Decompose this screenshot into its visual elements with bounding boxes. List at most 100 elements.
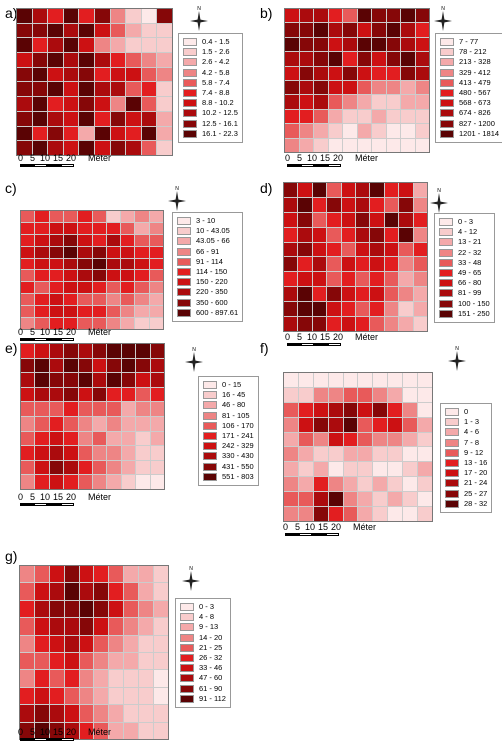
grid-cell	[327, 227, 341, 242]
panel-label: g)	[5, 548, 18, 564]
grid-cell	[328, 477, 343, 492]
legend-item: 4 - 12	[439, 227, 490, 237]
grid-cell	[139, 566, 154, 583]
grid-cell	[110, 111, 126, 126]
grid-cell	[399, 287, 413, 302]
legend-item: 0 - 3	[180, 602, 226, 612]
grid-cell	[341, 197, 355, 212]
grid-cell	[49, 566, 64, 583]
grid-cell	[35, 234, 49, 246]
panel-label: a)	[5, 5, 18, 21]
legend-label: 350 - 600	[196, 297, 228, 307]
grid-cell	[135, 258, 149, 270]
grid-cell	[403, 417, 418, 432]
legend-swatch	[177, 268, 191, 277]
grid-cell	[135, 211, 149, 222]
grid-cell	[328, 432, 343, 447]
grid-cell	[95, 97, 110, 111]
grid-cell	[107, 417, 121, 431]
grid-cell	[312, 317, 327, 331]
legend-item: 0.4 - 1.5	[183, 37, 238, 47]
grid-cell	[384, 183, 399, 197]
grid-cell	[21, 460, 35, 475]
legend-item: 151 - 250	[439, 309, 490, 319]
grid-cell	[121, 246, 135, 258]
grid-cell	[157, 23, 172, 38]
grid-cell	[136, 387, 150, 402]
grid-cell	[399, 302, 413, 317]
grid-cell	[64, 600, 79, 618]
legend-swatch	[445, 418, 459, 427]
grid-cell	[154, 583, 168, 600]
grid-cell	[284, 257, 298, 272]
grid-cell	[343, 417, 358, 432]
grid-cell	[415, 23, 429, 37]
legend-label: 0 - 15	[222, 380, 242, 390]
grid-cell	[284, 212, 298, 227]
grid-cell	[78, 446, 92, 460]
grid-cell	[48, 53, 63, 67]
grid-cell	[328, 417, 343, 432]
grid-cell	[49, 600, 64, 618]
legend-item: 33 - 46	[180, 663, 226, 673]
scale-tick-label: 15	[320, 153, 331, 163]
legend-swatch	[445, 428, 459, 437]
grid-cell	[106, 234, 121, 246]
scale-bar-graphic	[20, 503, 74, 506]
grid-cell	[328, 402, 343, 417]
legend-item: 12.5 - 16.1	[183, 119, 238, 129]
grid-cell	[78, 222, 92, 234]
grid-cell	[21, 446, 35, 460]
legend-swatch	[445, 479, 459, 488]
legend-label: 81 - 105	[222, 410, 250, 420]
grid-cell	[63, 294, 78, 306]
grid-cell	[418, 373, 432, 387]
grid-cell	[357, 37, 371, 52]
grid-cell	[149, 294, 163, 306]
grid-cell	[35, 211, 49, 222]
grid-cell	[92, 475, 107, 489]
legend-item: 171 - 241	[203, 431, 254, 441]
legend-swatch	[203, 452, 217, 461]
grid-cell	[314, 109, 328, 124]
grid-cell	[64, 705, 79, 722]
grid-cell	[149, 222, 163, 234]
grid-cell	[298, 183, 312, 197]
grid-cell	[110, 38, 126, 53]
svg-text:N: N	[455, 346, 459, 352]
grid-cell	[92, 417, 107, 431]
grid-cell	[285, 138, 299, 152]
grid-cell	[35, 282, 49, 294]
grid-cell	[106, 258, 121, 270]
grid-cell	[358, 387, 373, 402]
grid-cell	[327, 212, 341, 227]
grid-cell	[314, 124, 328, 138]
grid-cell	[343, 138, 357, 152]
grid-cell	[95, 111, 110, 126]
grid-cell	[384, 317, 399, 331]
legend-swatch	[440, 99, 454, 108]
grid-cell	[124, 583, 139, 600]
legend-label: 21 - 24	[464, 478, 488, 488]
grid-cell	[124, 670, 139, 687]
legend-swatch	[440, 78, 454, 87]
legend-label: 100 - 150	[458, 298, 490, 308]
grid-cell	[35, 431, 49, 446]
grid-cell	[63, 246, 78, 258]
legend-label: 66 - 91	[196, 246, 220, 256]
legend-item: 10.2 - 12.5	[183, 108, 238, 118]
grid-cell	[21, 306, 35, 318]
grid-cell	[78, 475, 92, 489]
grid-cell	[79, 67, 94, 82]
grid-cell	[94, 722, 109, 739]
grid-cell	[341, 287, 355, 302]
legend-label: 26 - 32	[199, 653, 223, 663]
grid-cell	[79, 652, 94, 670]
scale-unit-label: Méter	[355, 332, 379, 342]
grid-cell	[121, 306, 135, 318]
legend-swatch	[445, 438, 459, 447]
grid-cell	[139, 670, 154, 687]
grid-cell	[157, 82, 172, 97]
grid-cell	[49, 583, 64, 600]
